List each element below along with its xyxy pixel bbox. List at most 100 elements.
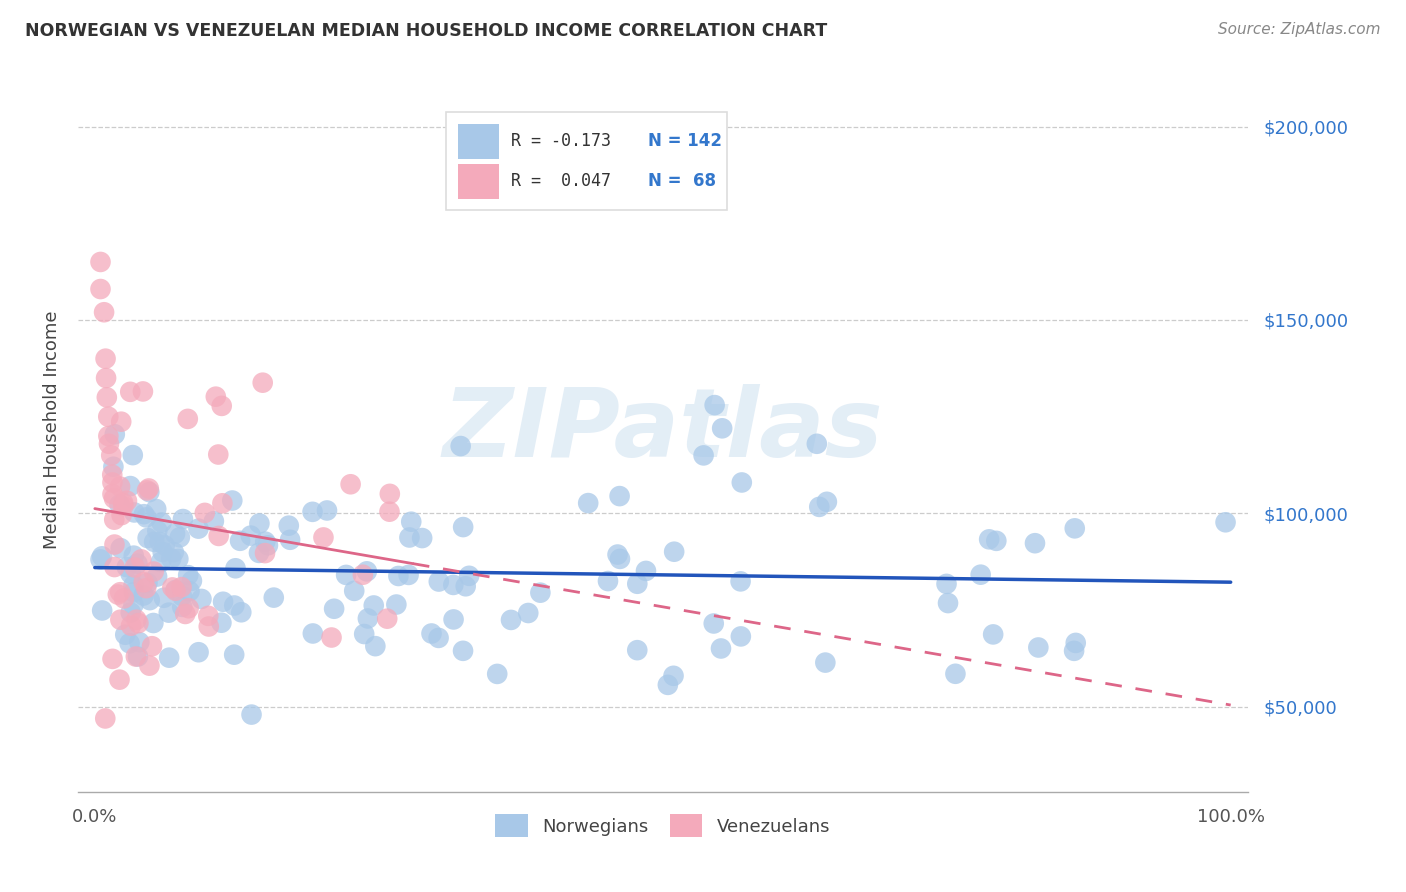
Point [814, 656, 837, 670]
Point [441, 578, 464, 592]
Point [986, 533, 1008, 548]
Point [596, 574, 619, 588]
Point [97, 437, 120, 451]
Point [1024, 536, 1046, 550]
Point [375, 612, 398, 626]
Point [398, 531, 420, 545]
Point [815, 495, 838, 509]
Point [321, 631, 343, 645]
Point [120, 566, 142, 581]
Legend: Norwegians, Venezuelans: Norwegians, Venezuelans [488, 806, 838, 845]
Point [129, 552, 152, 566]
Point [127, 557, 149, 571]
Point [103, 513, 125, 527]
Point [169, 530, 191, 544]
Point [125, 613, 148, 627]
Point [110, 613, 132, 627]
Point [118, 636, 141, 650]
Y-axis label: Median Household Income: Median Household Income [44, 311, 60, 549]
Text: NORWEGIAN VS VENEZUELAN MEDIAN HOUSEHOLD INCOME CORRELATION CHART: NORWEGIAN VS VENEZUELAN MEDIAN HOUSEHOLD… [25, 22, 828, 40]
Point [146, 524, 169, 538]
Point [499, 613, 522, 627]
Point [427, 631, 450, 645]
Bar [446, 112, 727, 210]
Point [981, 627, 1004, 641]
Point [121, 448, 143, 462]
Point [339, 477, 361, 491]
Point [108, 480, 131, 494]
Point [221, 493, 243, 508]
Point [120, 479, 142, 493]
Point [301, 505, 323, 519]
Point [97, 409, 120, 424]
Point [231, 605, 253, 619]
Point [103, 537, 125, 551]
Point [212, 595, 235, 609]
Point [96, 390, 118, 404]
Point [145, 502, 167, 516]
Point [187, 645, 209, 659]
Point [115, 560, 138, 574]
Point [101, 652, 124, 666]
Point [136, 531, 159, 545]
Point [197, 608, 219, 623]
Point [89, 552, 111, 566]
Point [517, 606, 540, 620]
Point [662, 669, 685, 683]
Point [141, 639, 163, 653]
Point [177, 568, 200, 582]
Point [132, 589, 155, 603]
Point [149, 535, 172, 549]
Point [249, 516, 271, 531]
Point [153, 538, 176, 552]
Point [454, 579, 477, 593]
Point [1028, 640, 1050, 655]
Point [127, 616, 149, 631]
Point [163, 545, 186, 559]
Bar [458, 164, 499, 199]
Text: ZIPatlas: ZIPatlas [443, 384, 883, 476]
Point [167, 552, 190, 566]
Text: N =  68: N = 68 [648, 171, 716, 190]
Point [398, 568, 420, 582]
Point [609, 489, 631, 503]
Point [89, 282, 111, 296]
Point [711, 421, 734, 435]
Point [969, 567, 991, 582]
Point [420, 626, 443, 640]
Point [187, 522, 209, 536]
Point [143, 534, 166, 549]
Point [211, 496, 233, 510]
Point [150, 516, 173, 530]
Point [378, 487, 401, 501]
Point [945, 666, 967, 681]
Point [239, 528, 262, 542]
Point [312, 531, 335, 545]
Point [204, 390, 226, 404]
Point [136, 575, 159, 590]
Point [808, 500, 831, 514]
Point [979, 533, 1001, 547]
Point [427, 574, 450, 589]
Point [211, 399, 233, 413]
Point [486, 666, 509, 681]
Point [132, 575, 155, 590]
Point [399, 515, 422, 529]
Point [731, 475, 754, 490]
Point [692, 449, 714, 463]
Point [1063, 521, 1085, 535]
Point [343, 583, 366, 598]
Point [378, 505, 401, 519]
Point [124, 506, 146, 520]
Point [110, 541, 132, 556]
Point [108, 673, 131, 687]
Point [125, 649, 148, 664]
Point [128, 635, 150, 649]
Point [240, 707, 263, 722]
Point [207, 448, 229, 462]
Point [174, 607, 197, 621]
Point [458, 569, 481, 583]
Text: Source: ZipAtlas.com: Source: ZipAtlas.com [1218, 22, 1381, 37]
Point [634, 564, 657, 578]
Point [94, 371, 117, 385]
